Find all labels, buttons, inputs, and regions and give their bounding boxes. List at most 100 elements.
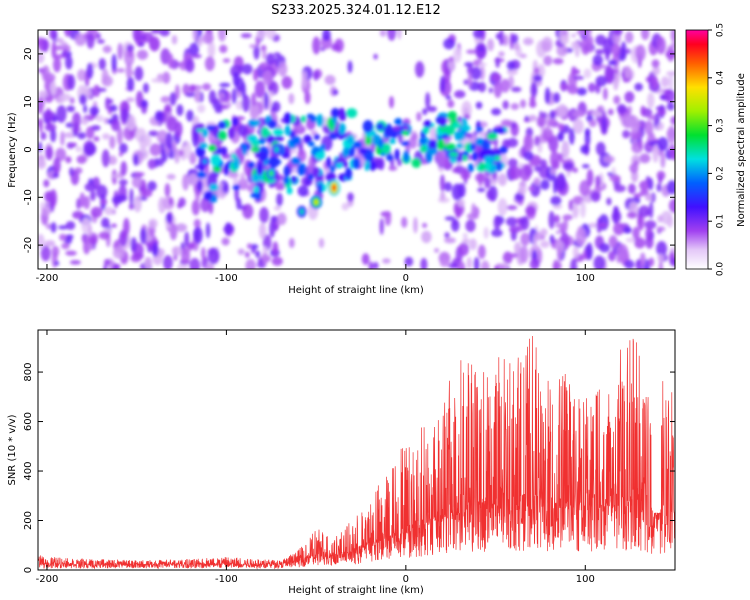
heatmap-cell bbox=[112, 173, 123, 179]
heatmap-cell bbox=[668, 73, 674, 91]
heatmap-cell bbox=[133, 153, 139, 166]
heatmap-cell bbox=[656, 36, 666, 55]
heatmap-cell bbox=[222, 183, 228, 193]
x-tick-label: 0 bbox=[403, 574, 409, 585]
heatmap-cell bbox=[539, 159, 548, 168]
heatmap-cell bbox=[478, 162, 486, 171]
heatmap-cell bbox=[509, 225, 521, 234]
heatmap-cell bbox=[129, 188, 134, 206]
heatmap-cell bbox=[38, 159, 47, 170]
heatmap-cell bbox=[55, 45, 64, 51]
heatmap-cell bbox=[200, 197, 211, 213]
heatmap-cell bbox=[308, 156, 315, 174]
heatmap-cell bbox=[452, 121, 462, 129]
heatmap-cell bbox=[629, 163, 639, 174]
heatmap-cell bbox=[50, 81, 57, 96]
heatmap-cell bbox=[52, 57, 62, 73]
heatmap-cell bbox=[608, 250, 616, 262]
heatmap-cell bbox=[477, 244, 486, 260]
heatmap-cell bbox=[258, 150, 269, 162]
heatmap-cell bbox=[384, 210, 392, 226]
heatmap-cell bbox=[301, 70, 308, 89]
heatmap-cell bbox=[74, 33, 87, 46]
heatmap-cell bbox=[56, 105, 67, 123]
heatmap-cell bbox=[572, 118, 584, 135]
heatmap-cell bbox=[434, 248, 440, 253]
heatmap-cell bbox=[208, 144, 217, 152]
heatmap-cell bbox=[227, 172, 239, 179]
heatmap-cell bbox=[543, 55, 553, 66]
heatmap-cell bbox=[84, 143, 97, 156]
heatmap-cell bbox=[364, 136, 372, 146]
heatmap-cell bbox=[259, 206, 269, 224]
heatmap-cell bbox=[328, 132, 338, 140]
heatmap-cell bbox=[353, 140, 363, 149]
heatmap-cell bbox=[444, 158, 450, 170]
heatmap-cell bbox=[255, 250, 261, 259]
heatmap-cell bbox=[426, 106, 437, 113]
heatmap-cell bbox=[500, 119, 512, 127]
heatmap-cell bbox=[111, 119, 121, 132]
heatmap-cell bbox=[595, 141, 606, 156]
heatmap-cell bbox=[666, 125, 675, 144]
heatmap-cell bbox=[616, 104, 627, 115]
heatmap-cell bbox=[268, 90, 274, 98]
heatmap-cell bbox=[668, 198, 675, 213]
heatmap-cell bbox=[660, 210, 673, 225]
heatmap-cell bbox=[651, 59, 660, 68]
heatmap-cell bbox=[639, 180, 650, 191]
heatmap-cell bbox=[290, 157, 301, 165]
heatmap-cell bbox=[42, 110, 55, 121]
heatmap-cell bbox=[601, 117, 608, 135]
heatmap-cell bbox=[141, 188, 153, 198]
heatmap-cell bbox=[330, 107, 340, 118]
heatmap-cell bbox=[529, 100, 537, 108]
heatmap-cell bbox=[657, 108, 667, 116]
heatmap-cell bbox=[79, 192, 86, 208]
heatmap-cell bbox=[55, 37, 64, 43]
heatmap-cell bbox=[639, 252, 646, 267]
heatmap-cell bbox=[403, 149, 410, 163]
heatmap-cell bbox=[670, 115, 675, 125]
heatmap-cell bbox=[189, 84, 196, 93]
heatmap-cell bbox=[638, 139, 643, 150]
heatmap-cell bbox=[66, 105, 76, 113]
heatmap-cell bbox=[472, 30, 484, 39]
heatmap-cell bbox=[540, 179, 550, 191]
heatmap-cell bbox=[288, 237, 295, 249]
heatmap-cell bbox=[240, 33, 252, 39]
heatmap-cell bbox=[591, 110, 603, 117]
heatmap-cell bbox=[205, 263, 215, 269]
heatmap-cell bbox=[439, 260, 451, 268]
heatmap-cell bbox=[519, 164, 532, 182]
heatmap-cell bbox=[613, 206, 618, 220]
heatmap-cell bbox=[53, 157, 61, 174]
heatmap-cell bbox=[602, 87, 608, 101]
heatmap-cell bbox=[624, 259, 635, 269]
y-tick-label: -10 bbox=[23, 189, 34, 205]
heatmap-cell bbox=[150, 30, 162, 34]
heatmap-cell bbox=[281, 151, 290, 159]
heatmap-cell bbox=[571, 66, 577, 76]
heatmap-cell bbox=[98, 231, 110, 240]
heatmap-cell bbox=[383, 125, 394, 138]
heatmap-cell bbox=[478, 46, 485, 52]
heatmap-cell bbox=[666, 71, 675, 76]
heatmap-cell bbox=[358, 147, 368, 155]
heatmap-cell bbox=[118, 152, 123, 157]
y-tick-label: 0 bbox=[23, 567, 34, 573]
heatmap-cell bbox=[586, 169, 594, 187]
heatmap-cell bbox=[250, 119, 261, 126]
heatmap-cell bbox=[187, 242, 194, 251]
heatmap-cell bbox=[90, 206, 103, 218]
colorbar-gradient bbox=[685, 29, 709, 270]
heatmap-cell bbox=[290, 135, 302, 146]
heatmap-cell bbox=[171, 35, 178, 45]
snr-series-line bbox=[38, 335, 675, 570]
heatmap-cell bbox=[218, 92, 226, 100]
heatmap-cell bbox=[172, 140, 177, 152]
heatmap-cell bbox=[54, 261, 60, 266]
heatmap-cell bbox=[420, 257, 428, 269]
heatmap-cell bbox=[111, 223, 117, 228]
